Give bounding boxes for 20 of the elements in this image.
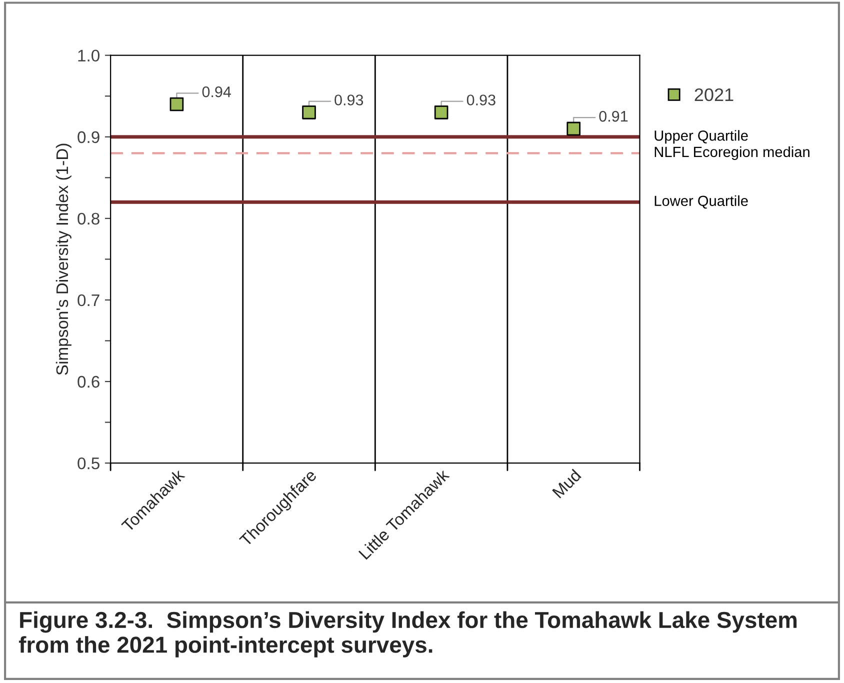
y-tick-label: 0.5	[78, 457, 100, 470]
data-label: 0.91	[599, 110, 628, 122]
data-label: 0.94	[202, 86, 231, 98]
point	[170, 97, 184, 112]
data-label: 0.93	[466, 94, 496, 106]
point	[302, 106, 316, 120]
y-tick-label: 1.0	[78, 50, 100, 62]
ref-line-label: Upper Quartile	[654, 130, 748, 144]
data-label: 0.93	[334, 94, 364, 106]
y-tick-label: 0.9	[78, 131, 100, 144]
ref-line-label: Lower Quartile	[654, 195, 748, 209]
legend-label: 2021	[694, 88, 734, 102]
ref-line-label: NLFL Ecoregion median	[654, 146, 810, 160]
y-tick-label: 0.7	[78, 294, 100, 306]
y-tick-label: 0.6	[78, 376, 100, 388]
caption: Figure 3.2-3. Simpson’s Diversity Index for the Tomahawk Lake System from the 2021 point-intercept surveys.	[18, 611, 797, 658]
point	[434, 106, 448, 120]
y-tick-label: 0.8	[78, 212, 100, 225]
y-axis-title: Simpson's Diversity Index (1-D)	[56, 144, 72, 375]
point	[566, 122, 581, 136]
